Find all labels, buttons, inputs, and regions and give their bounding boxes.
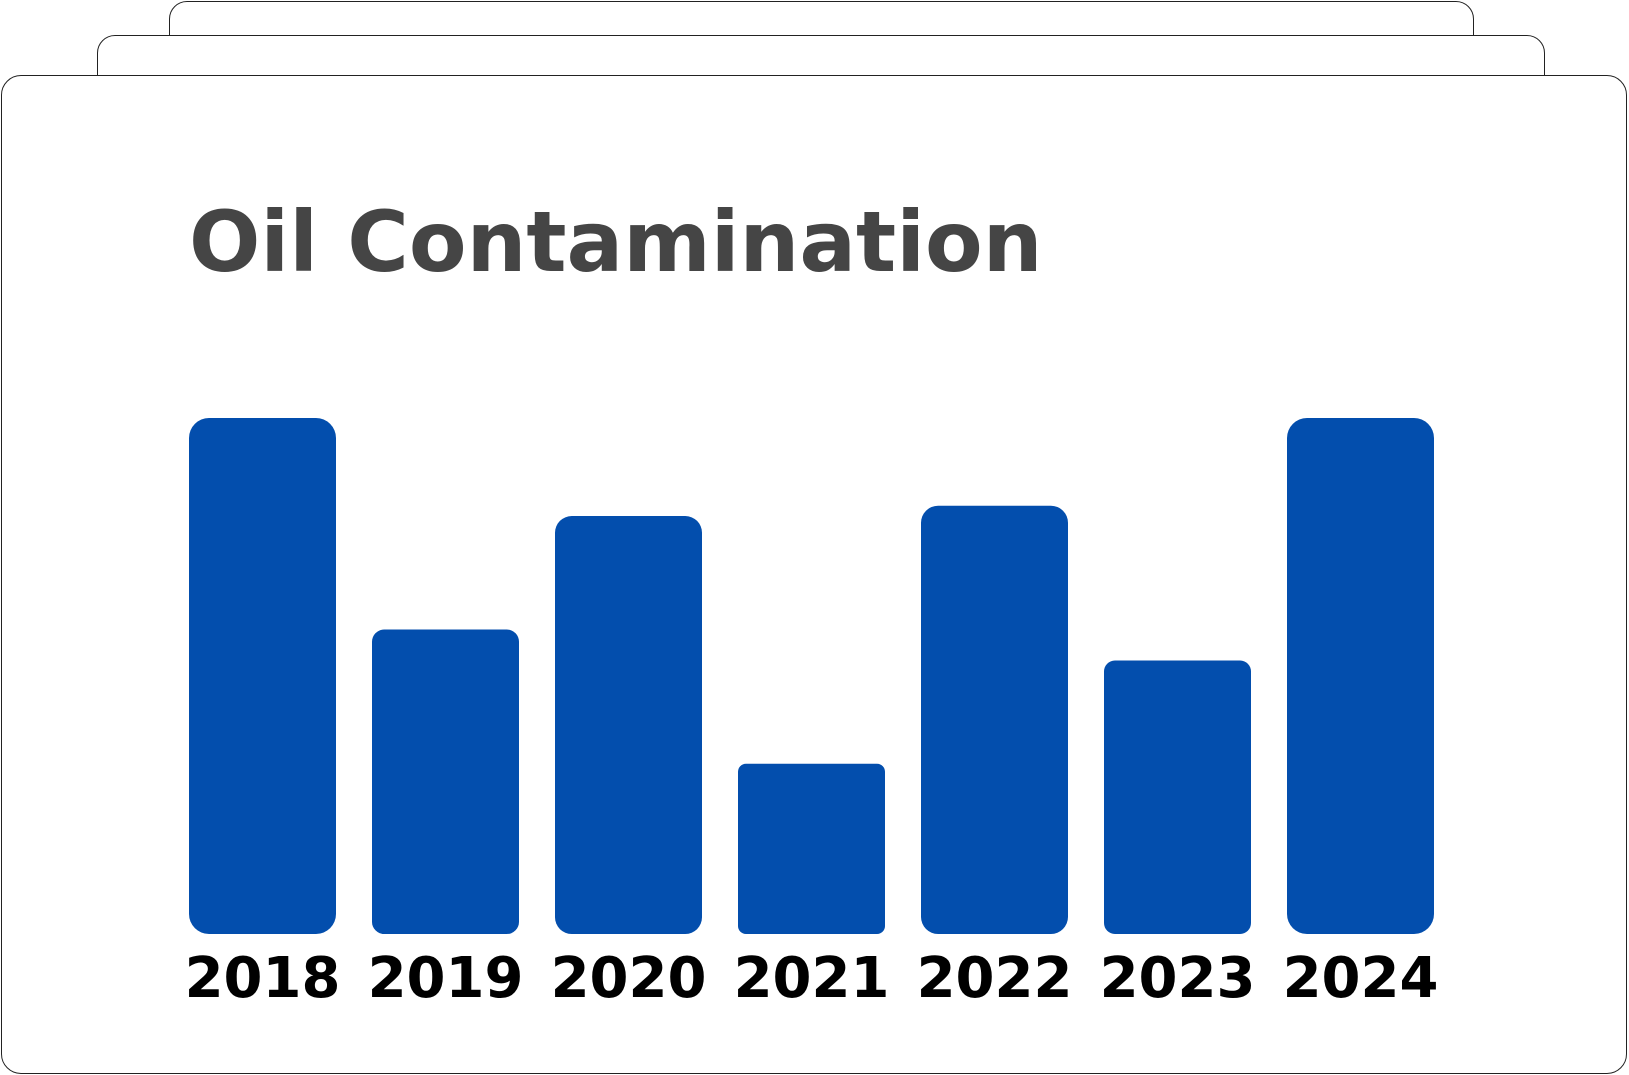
bar-2023 bbox=[1104, 660, 1251, 934]
bar-2018 bbox=[189, 418, 336, 934]
bar-2019 bbox=[372, 629, 519, 934]
tick-label-2023: 2023 bbox=[1100, 946, 1256, 1011]
tick-label-2020: 2020 bbox=[551, 946, 707, 1011]
bars-layer bbox=[189, 418, 1434, 934]
bar-2021 bbox=[738, 763, 885, 934]
tick-label-2022: 2022 bbox=[917, 946, 1073, 1011]
bar-2024 bbox=[1287, 418, 1434, 934]
bar-2022 bbox=[921, 505, 1068, 934]
chart-title: Oil Contamination bbox=[189, 193, 1043, 291]
tick-label-2019: 2019 bbox=[368, 946, 524, 1011]
tick-label-2024: 2024 bbox=[1283, 946, 1439, 1011]
tick-labels-layer: 2018 2019 2020 2021 2022 2023 2024 bbox=[185, 946, 1439, 1011]
tick-label-2018: 2018 bbox=[185, 946, 341, 1011]
bar-2020 bbox=[555, 516, 702, 934]
tick-label-2021: 2021 bbox=[734, 946, 890, 1011]
